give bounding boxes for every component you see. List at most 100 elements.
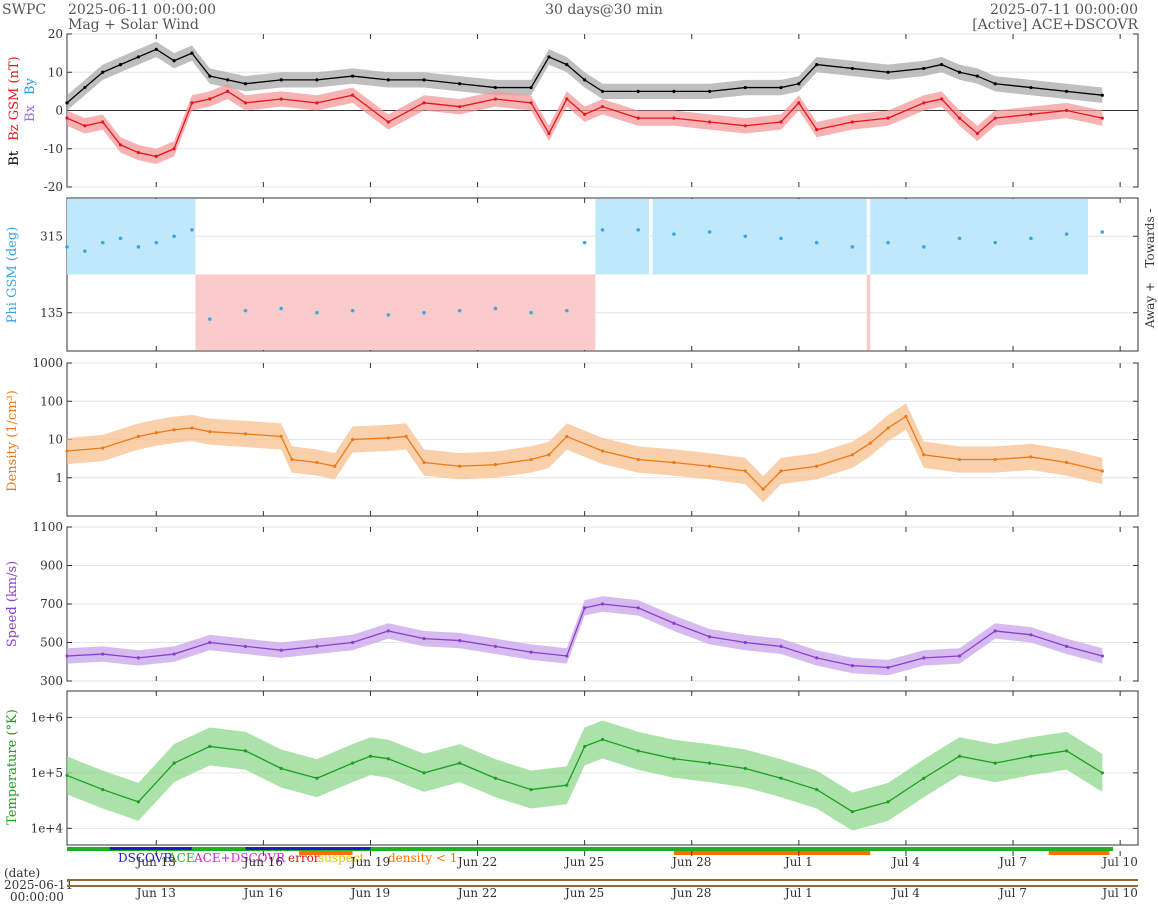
density-point <box>600 449 605 453</box>
density-point <box>315 460 319 465</box>
speed-point <box>1029 633 1033 637</box>
bz-gsm-point <box>886 116 890 120</box>
density-point <box>708 464 712 468</box>
speed-point <box>600 602 605 606</box>
speed-point <box>708 635 712 639</box>
speed-point <box>101 652 105 656</box>
temperature-ytick-label: 1e+6 <box>31 710 63 724</box>
phi-point <box>100 240 105 245</box>
density-point <box>333 464 337 468</box>
bt-point <box>136 55 140 59</box>
density-point <box>957 457 962 462</box>
speed-ylabel: Speed (km/s) <box>5 561 20 647</box>
phi-point <box>1029 236 1033 241</box>
source-strip-density-lt1 <box>673 851 871 855</box>
bz-gsm-point <box>975 131 979 136</box>
phi-point <box>118 236 123 241</box>
bt-point <box>172 59 176 63</box>
phi-ytick-label: 315 <box>40 229 63 243</box>
legend-ace-dscovr: ACE+DSCOVR <box>193 851 286 865</box>
density-point <box>779 469 783 473</box>
bz-gsm-point <box>529 101 533 105</box>
phi-point <box>672 232 676 236</box>
away-span <box>195 274 596 350</box>
temperature-point <box>422 771 426 775</box>
temperature-ytick-label: 1e+4 <box>31 821 64 835</box>
speed-point <box>583 606 587 610</box>
xtick-label: Jul 10 <box>1100 855 1137 869</box>
phi-point <box>190 228 194 232</box>
xtick-label: Jul 10 <box>1100 886 1137 900</box>
speed-point <box>815 656 819 660</box>
temperature-point <box>529 787 533 792</box>
bt-point <box>1065 89 1069 93</box>
speed-point <box>672 621 676 625</box>
density-point <box>547 453 551 457</box>
density-point <box>279 434 283 439</box>
speed-point <box>779 644 783 648</box>
temperature-ytick-label: 1e+5 <box>31 766 63 780</box>
mag-ylabel: Bt Bz GSM (nT) <box>7 56 22 165</box>
phi-point <box>172 234 176 239</box>
phi-point <box>850 245 855 249</box>
density-ytick-label: 10 <box>48 433 63 447</box>
legend-dscovr: DSCOVR <box>118 851 173 865</box>
bt-point <box>583 78 587 82</box>
density-point <box>636 457 640 462</box>
mag-ylabel-bz: Bz GSM (nT) <box>7 56 22 140</box>
bz-gsm-point <box>743 124 747 128</box>
temperature-line <box>66 738 1103 813</box>
temperature-point <box>636 749 640 753</box>
temperature-point <box>993 761 997 765</box>
density-point <box>208 430 212 434</box>
speed-point <box>886 665 890 670</box>
towards-span <box>652 199 867 275</box>
phi-point <box>886 240 890 245</box>
phi-point <box>957 236 962 241</box>
bt-point <box>208 74 212 78</box>
bt-point <box>422 78 426 82</box>
bz-gsm-point <box>136 150 140 155</box>
speed-point <box>743 640 747 645</box>
bz-gsm-point <box>547 131 551 136</box>
away-span <box>866 274 871 350</box>
speed-point <box>458 638 462 643</box>
date-axis-label: (date) <box>4 866 40 880</box>
legend-density-lt1: density < 1 <box>388 851 457 865</box>
subtitle: Mag + Solar Wind <box>68 17 199 33</box>
bz-gsm-point <box>1029 112 1033 116</box>
density-point <box>243 432 248 436</box>
phi-point <box>136 245 141 249</box>
bt-point <box>547 55 551 59</box>
xtick-label: Jun 22 <box>456 855 497 869</box>
bt-point <box>886 70 890 74</box>
mag-ytick-label: -10 <box>44 142 63 156</box>
speed-point <box>315 644 319 648</box>
bz-gsm-point <box>636 116 640 120</box>
bt-point <box>940 63 944 67</box>
speed-point <box>493 644 497 648</box>
mag-ylabel-small: Bx By <box>23 77 38 122</box>
temperature-point <box>600 737 605 742</box>
bt-point <box>922 66 926 71</box>
bz-gsm-point <box>65 116 69 120</box>
speed-point <box>243 644 248 648</box>
bz-gsm-point <box>101 120 105 124</box>
end-time: 2025-07-11 00:00:00 <box>990 2 1138 18</box>
mag-ylabel-bt: Bt <box>7 150 22 166</box>
temperature-point <box>922 776 926 780</box>
speed-point <box>172 652 176 656</box>
bt-point <box>850 66 855 71</box>
temperature-point <box>1100 771 1104 775</box>
bz-gsm-point <box>600 105 605 109</box>
phi-point <box>922 245 926 249</box>
density-ytick-label: 1 <box>55 471 63 485</box>
bt-point <box>279 78 283 82</box>
speed-point <box>636 606 640 610</box>
bt-line <box>66 48 1103 104</box>
temperature-point <box>957 754 962 758</box>
temperature-point <box>315 776 319 780</box>
phi-point <box>65 245 69 249</box>
bz-gsm-point <box>708 120 712 124</box>
xtick-label: Jun 19 <box>349 855 390 869</box>
